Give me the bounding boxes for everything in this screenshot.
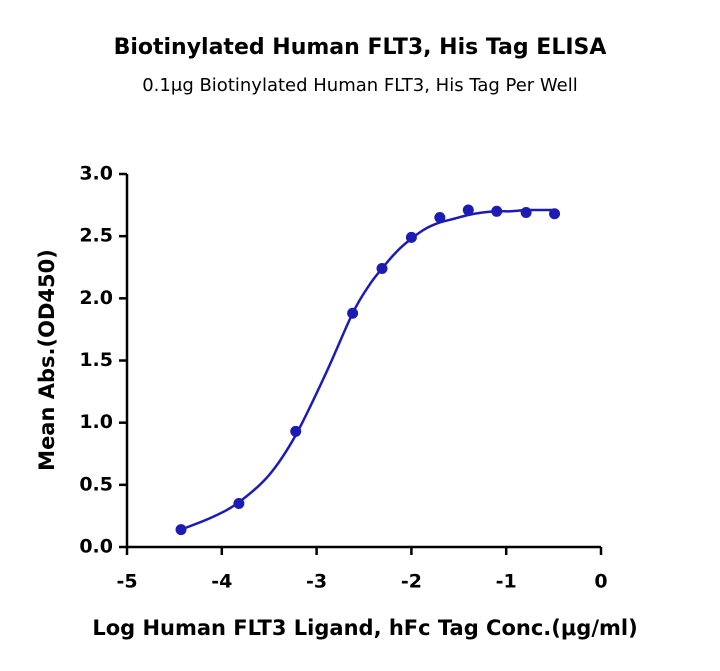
x-tick-label: -2 — [401, 571, 422, 593]
data-point — [376, 262, 388, 274]
data-point — [233, 497, 245, 509]
x-tick-label: -1 — [496, 571, 517, 593]
x-tick-label: -4 — [211, 571, 232, 593]
y-tick-label: 2.5 — [79, 225, 113, 247]
data-point — [290, 425, 302, 437]
y-tick-label: 1.5 — [79, 349, 113, 371]
chart-subtitle: 0.1μg Biotinylated Human FLT3, His Tag P… — [142, 75, 578, 96]
data-point — [347, 307, 359, 319]
y-tick-label: 2.0 — [79, 287, 113, 309]
data-point — [491, 205, 503, 217]
data-point — [549, 208, 561, 220]
data-point — [405, 231, 417, 243]
y-tick-label: 3.0 — [79, 163, 113, 185]
data-point — [462, 204, 474, 216]
data-point — [175, 524, 187, 536]
x-tick-label: -5 — [116, 571, 137, 593]
y-tick-label: 1.0 — [79, 411, 113, 433]
x-tick-label: -3 — [306, 571, 327, 593]
chart-title: Biotinylated Human FLT3, His Tag ELISA — [114, 35, 607, 60]
data-point — [434, 212, 446, 224]
x-axis-label: Log Human FLT3 Ligand, hFc Tag Conc.(μg/… — [92, 616, 637, 640]
y-tick-label: 0.5 — [79, 473, 113, 495]
x-tick-label: 0 — [594, 571, 607, 593]
y-axis-label: Mean Abs.(OD450) — [35, 249, 59, 471]
fit-curve — [180, 208, 554, 531]
y-tick-label: 0.0 — [79, 536, 113, 558]
data-point — [520, 207, 532, 219]
